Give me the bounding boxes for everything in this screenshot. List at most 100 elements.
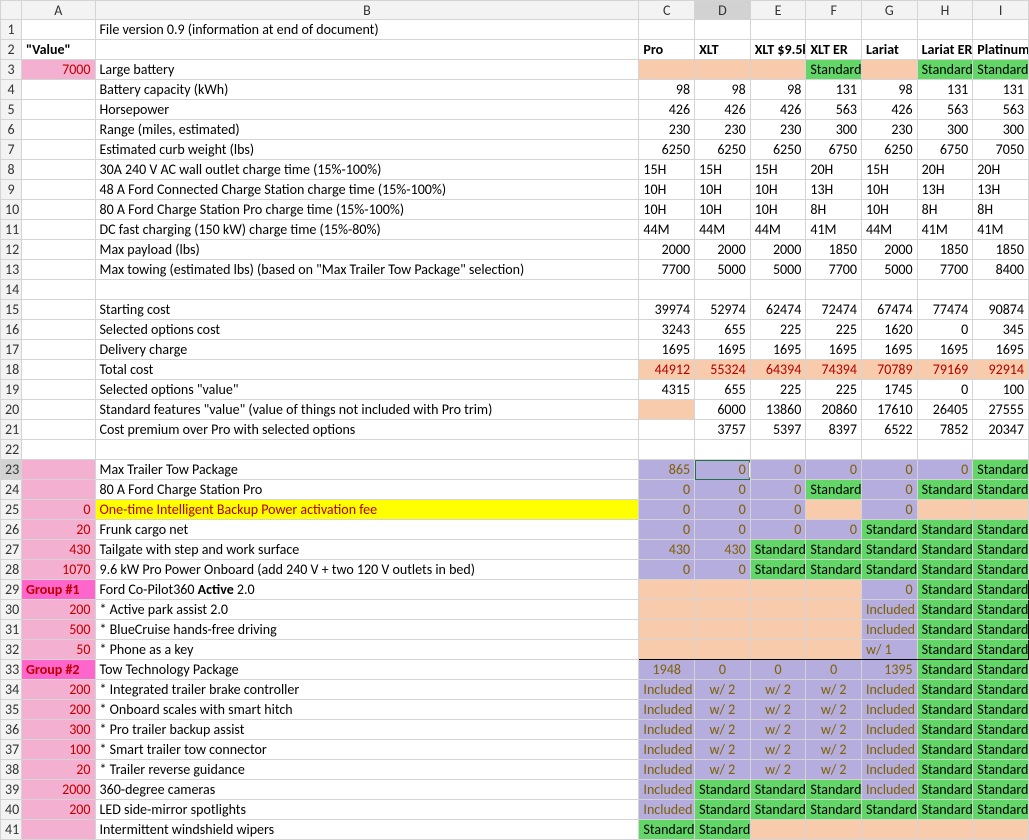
cell[interactable]: XLT ER xyxy=(806,40,862,60)
row-header[interactable]: 24 xyxy=(1,480,22,500)
cell[interactable]: 79169 xyxy=(917,360,973,380)
cell[interactable]: w/ 2 xyxy=(750,740,806,760)
cell[interactable]: Standard xyxy=(973,800,1029,820)
cell[interactable]: w/ 2 xyxy=(806,740,862,760)
cell[interactable] xyxy=(695,280,751,300)
cell[interactable]: 74394 xyxy=(806,360,862,380)
cell[interactable]: 20H xyxy=(973,160,1029,180)
cell[interactable]: 1948 xyxy=(639,660,695,680)
cell[interactable] xyxy=(639,60,695,80)
cell[interactable]: Standard xyxy=(973,700,1029,720)
cell[interactable] xyxy=(22,160,96,180)
cell[interactable]: Pro xyxy=(639,40,695,60)
cell[interactable]: 500 xyxy=(22,620,96,640)
cell[interactable]: * Pro trailer backup assist xyxy=(95,720,639,740)
cell[interactable]: Standard xyxy=(861,520,917,540)
cell[interactable]: Standard features "value" (value of thin… xyxy=(95,400,639,420)
cell[interactable] xyxy=(639,640,695,660)
cell[interactable]: 131 xyxy=(973,80,1029,100)
cell[interactable] xyxy=(973,440,1029,460)
cell[interactable] xyxy=(22,360,96,380)
cell[interactable] xyxy=(806,500,862,520)
cell[interactable]: Included xyxy=(861,780,917,800)
cell[interactable]: 8397 xyxy=(806,420,862,440)
col-header-E[interactable]: E xyxy=(750,1,806,20)
cell[interactable]: Standard xyxy=(917,560,973,580)
cell[interactable] xyxy=(22,440,96,460)
cell[interactable]: 563 xyxy=(917,100,973,120)
cell[interactable]: Standard xyxy=(695,820,751,840)
cell[interactable]: DC fast charging (150 kW) charge time (1… xyxy=(95,220,639,240)
cell[interactable]: 6000 xyxy=(695,400,751,420)
cell[interactable]: 15H xyxy=(695,160,751,180)
cell[interactable]: 77474 xyxy=(917,300,973,320)
cell[interactable] xyxy=(639,580,695,600)
cell[interactable] xyxy=(973,280,1029,300)
cell[interactable]: Standard xyxy=(750,560,806,580)
cell[interactable]: 0 xyxy=(917,460,973,480)
cell[interactable]: Standard xyxy=(917,760,973,780)
cell[interactable]: 15H xyxy=(639,160,695,180)
cell[interactable] xyxy=(806,280,862,300)
cell[interactable] xyxy=(750,620,806,640)
cell[interactable] xyxy=(639,280,695,300)
cell[interactable] xyxy=(750,280,806,300)
cell[interactable]: 1695 xyxy=(695,340,751,360)
cell[interactable]: 44M xyxy=(639,220,695,240)
cell[interactable] xyxy=(861,440,917,460)
row-header[interactable]: 16 xyxy=(1,320,22,340)
cell[interactable] xyxy=(22,380,96,400)
cell[interactable] xyxy=(639,20,695,40)
cell[interactable]: 0 xyxy=(861,580,917,600)
cell[interactable]: Standard xyxy=(973,660,1029,680)
cell[interactable]: 8400 xyxy=(973,260,1029,280)
cell[interactable]: 98 xyxy=(750,80,806,100)
row-header[interactable]: 26 xyxy=(1,520,22,540)
col-header-D[interactable]: D xyxy=(695,1,751,20)
row-header[interactable]: 31 xyxy=(1,620,22,640)
cell[interactable]: 0 xyxy=(917,380,973,400)
cell[interactable]: 0 xyxy=(695,560,751,580)
cell[interactable]: Total cost xyxy=(95,360,639,380)
cell[interactable]: Standard xyxy=(973,740,1029,760)
cell[interactable] xyxy=(917,820,973,840)
cell[interactable]: 10H xyxy=(639,200,695,220)
cell[interactable]: Group #2 xyxy=(22,660,96,680)
cell[interactable]: Standard xyxy=(917,780,973,800)
cell[interactable]: 48 A Ford Connected Charge Station charg… xyxy=(95,180,639,200)
cell[interactable] xyxy=(806,580,862,600)
row-header[interactable]: 15 xyxy=(1,300,22,320)
cell[interactable]: * Smart trailer tow connector xyxy=(95,740,639,760)
row-header[interactable]: 30 xyxy=(1,600,22,620)
cell[interactable]: Standard xyxy=(806,560,862,580)
cell[interactable]: 865 xyxy=(639,460,695,480)
cell[interactable]: Estimated curb weight (lbs) xyxy=(95,140,639,160)
row-header[interactable]: 2 xyxy=(1,40,22,60)
cell[interactable]: 1745 xyxy=(861,380,917,400)
cell[interactable]: w/ 2 xyxy=(806,760,862,780)
cell[interactable] xyxy=(695,640,751,660)
cell[interactable]: 6522 xyxy=(861,420,917,440)
cell[interactable] xyxy=(22,420,96,440)
row-header[interactable]: 6 xyxy=(1,120,22,140)
cell[interactable]: * Integrated trailer brake controller xyxy=(95,680,639,700)
cell[interactable]: Included xyxy=(861,620,917,640)
cell[interactable]: 52974 xyxy=(695,300,751,320)
cell[interactable] xyxy=(22,180,96,200)
cell[interactable]: 1850 xyxy=(917,240,973,260)
cell[interactable]: 131 xyxy=(806,80,862,100)
col-header-G[interactable]: G xyxy=(861,1,917,20)
cell[interactable]: 0 xyxy=(861,460,917,480)
cell[interactable] xyxy=(917,440,973,460)
cell[interactable]: 563 xyxy=(973,100,1029,120)
cell[interactable]: 30A 240 V AC wall outlet charge time (15… xyxy=(95,160,639,180)
cell[interactable]: Standard xyxy=(917,620,973,640)
row-header[interactable]: 25 xyxy=(1,500,22,520)
cell[interactable]: 17610 xyxy=(861,400,917,420)
cell[interactable]: 0 xyxy=(639,520,695,540)
cell[interactable]: Delivery charge xyxy=(95,340,639,360)
cell[interactable]: 426 xyxy=(750,100,806,120)
row-header[interactable]: 37 xyxy=(1,740,22,760)
cell[interactable]: 20H xyxy=(806,160,862,180)
cell[interactable]: 225 xyxy=(750,380,806,400)
